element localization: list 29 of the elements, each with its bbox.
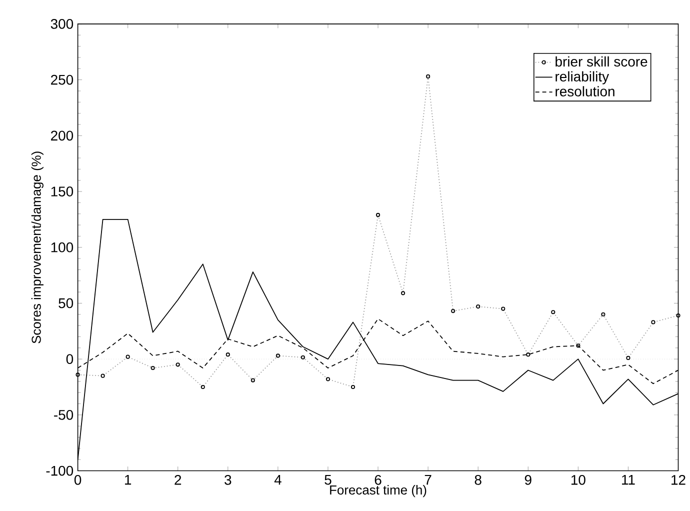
- y-tick-label: -100: [46, 466, 74, 476]
- y-tick-label: 300: [50, 19, 74, 30]
- x-tick-label: 1: [125, 475, 132, 485]
- legend-label: brier skill score: [556, 56, 648, 67]
- legend-label: resolution: [556, 86, 614, 97]
- x-tick-label: 9: [524, 475, 532, 486]
- legend-label: reliability: [556, 71, 610, 84]
- x-tick-label: 6: [374, 475, 382, 486]
- point: [526, 352, 530, 357]
- x-tick-label: 3: [224, 475, 232, 486]
- x-tick-label: 8: [474, 475, 482, 486]
- x-tick-label: 5: [324, 475, 332, 485]
- x-tick-label: 4: [274, 475, 282, 485]
- x-tick-label: 10: [571, 475, 586, 486]
- y-axis-title: Scores improvement/damage (%): [31, 152, 44, 344]
- x-tick-label: 2: [174, 475, 182, 485]
- x-tick-label: 7: [424, 475, 432, 485]
- x-tick-label: 11: [622, 475, 635, 485]
- y-tick-label: 0: [66, 354, 74, 364]
- y-tick-label: 100: [51, 242, 74, 252]
- y-tick-label: 150: [51, 186, 74, 197]
- point: [576, 344, 580, 348]
- x-tick-label: 0: [74, 475, 82, 486]
- x-axis-title: Forecast time (h): [330, 485, 426, 498]
- y-tick-label: 250: [51, 74, 74, 85]
- y-tick-label: 50: [58, 298, 74, 308]
- x-tick-label: 12: [672, 475, 686, 485]
- y-tick-label: 200: [51, 130, 74, 141]
- y-tick-label: -50: [54, 410, 74, 420]
